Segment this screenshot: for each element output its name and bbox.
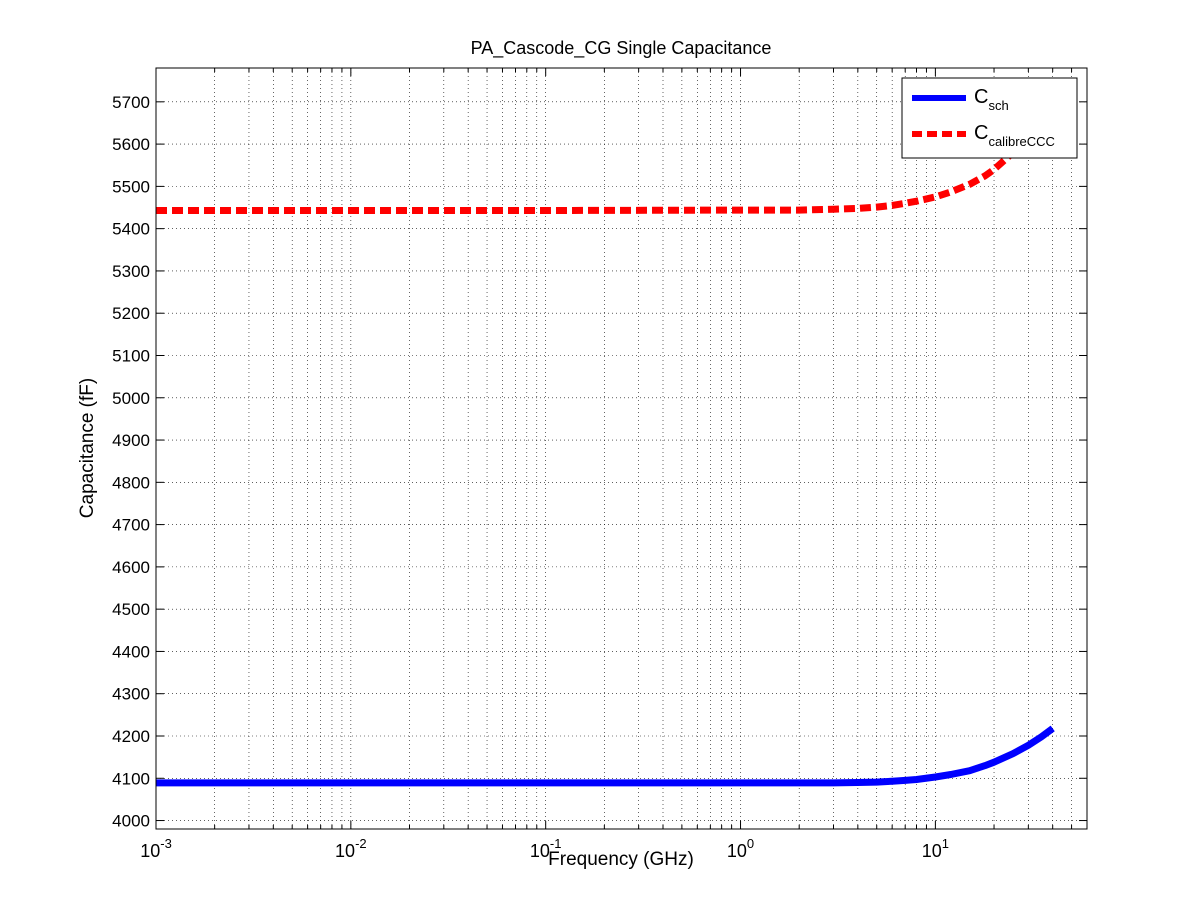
x-tick-label: 100	[727, 836, 754, 861]
y-tick-label: 4000	[112, 812, 150, 831]
chart-title: PA_Cascode_CG Single Capacitance	[471, 38, 772, 59]
y-tick-label: 5700	[112, 93, 150, 112]
x-tick-label: 10-3	[140, 836, 172, 861]
y-tick-label: 4500	[112, 600, 150, 619]
x-tick-label: 10-1	[530, 836, 562, 861]
legend-box	[901, 77, 1078, 159]
y-tick-label: 5000	[112, 389, 150, 408]
y-axis-label: Capacitance (fF)	[77, 378, 98, 518]
legend-entry-ccalibreccc: CcalibreCCC	[974, 122, 1055, 149]
x-tick-label: 101	[922, 836, 949, 861]
y-tick-label: 5200	[112, 304, 150, 323]
y-tick-label: 4200	[112, 727, 150, 746]
tick-labels: 4000 4100 4200 4300 4400 4500 4600 4700 4800 4900…	[112, 93, 949, 861]
y-tick-label: 5100	[112, 346, 150, 365]
y-tick-label: 4100	[112, 769, 150, 788]
y-tick-label: 4900	[112, 431, 150, 450]
y-tick-label: 5400	[112, 220, 150, 239]
y-tick-label: 4400	[112, 642, 150, 661]
y-tick-label: 5600	[112, 135, 150, 154]
legend: Csch CcalibreCCC	[901, 77, 1078, 159]
axes-box	[155, 67, 1088, 830]
x-tick-label: 10-2	[335, 836, 367, 861]
ticks	[155, 68, 1088, 829]
y-tick-label: 5300	[112, 262, 150, 281]
y-tick-label: 4300	[112, 685, 150, 704]
y-tick-label: 4800	[112, 473, 150, 492]
legend-entry-csch: Csch	[974, 86, 1009, 113]
y-tick-label: 4600	[112, 558, 150, 577]
y-tick-label: 4700	[112, 516, 150, 535]
y-tick-label: 5500	[112, 177, 150, 196]
x-axis-label: Frequency (GHz)	[548, 849, 694, 870]
plot-area	[156, 68, 1087, 829]
series-line-sch	[156, 725, 1055, 787]
